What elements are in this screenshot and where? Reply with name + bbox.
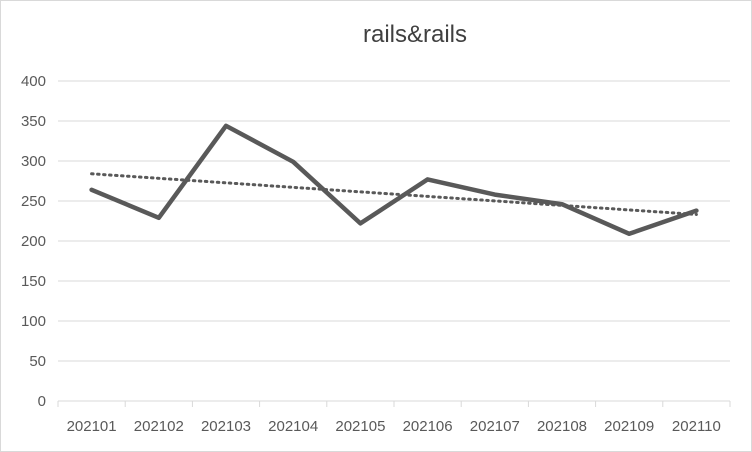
x-tick-label: 202103	[201, 418, 251, 435]
x-tick-label: 202101	[67, 418, 117, 435]
x-tick-label: 202106	[403, 418, 453, 435]
y-tick-label: 0	[38, 393, 46, 410]
x-tick-label: 202110	[672, 418, 721, 435]
trendline	[90, 172, 698, 216]
y-tick-label: 200	[21, 233, 46, 250]
y-tick-label: 50	[29, 353, 46, 370]
x-axis-ticks: 202101 202102 202103 202104 202105 202106 2021…	[67, 418, 721, 435]
x-tick-label: 202109	[604, 418, 654, 435]
gridlines	[58, 80, 730, 362]
data-point	[293, 161, 294, 162]
x-tick-label: 202105	[335, 418, 385, 435]
y-axis-ticks: 0 50 100 150 200 250 300 350 400	[21, 73, 46, 410]
y-tick-label: 300	[21, 153, 46, 170]
y-tick-label: 350	[21, 113, 46, 130]
x-tick-label: 202102	[134, 418, 184, 435]
trendline-layer	[90, 172, 698, 216]
y-tick-label: 250	[21, 193, 46, 210]
data-point	[226, 125, 227, 126]
y-tick-label: 150	[21, 273, 46, 290]
x-tick-label: 202108	[537, 418, 587, 435]
chart-title: rails&rails	[362, 21, 467, 48]
y-tick-label: 400	[21, 73, 46, 90]
series-layer	[89, 123, 699, 237]
data-point	[158, 217, 159, 218]
series-line	[89, 123, 699, 237]
x-tick-label: 202104	[268, 418, 318, 435]
data-point	[494, 194, 495, 195]
data-point	[629, 233, 630, 234]
y-tick-label: 100	[21, 313, 46, 330]
x-tick-label: 202107	[470, 418, 520, 435]
data-point	[696, 210, 697, 211]
data-point	[562, 204, 563, 205]
axes	[57, 400, 731, 407]
data-point	[427, 179, 428, 180]
data-point	[360, 223, 361, 224]
data-point	[91, 189, 92, 190]
